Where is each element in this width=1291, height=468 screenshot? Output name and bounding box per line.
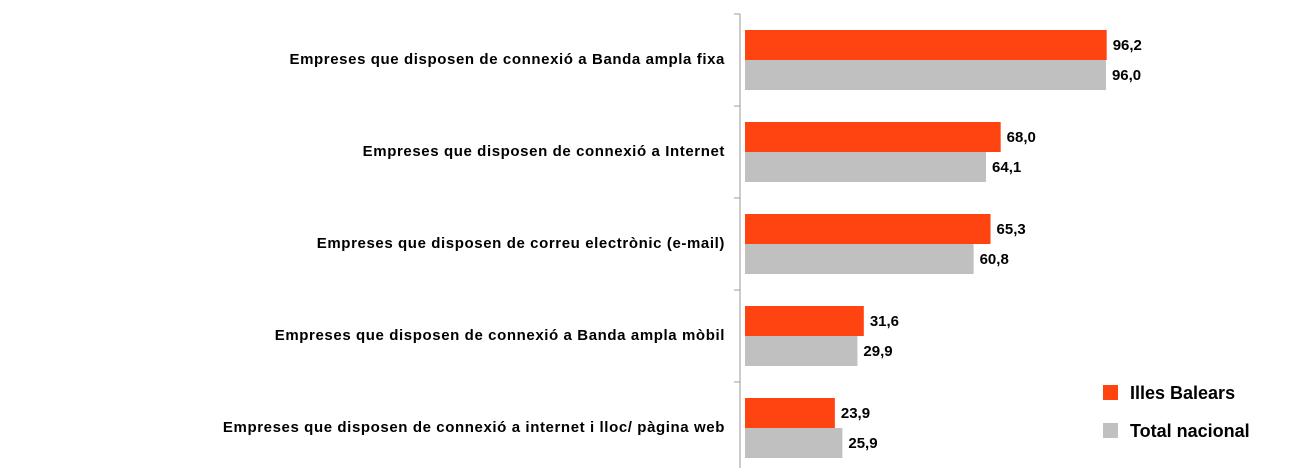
- data-label: 96,2: [1113, 37, 1142, 54]
- legend-label: Illes Balears: [1130, 383, 1235, 403]
- bar: [745, 336, 858, 366]
- category-label: Empreses que disposen de connexió a Inte…: [363, 143, 725, 160]
- bar: [745, 244, 974, 274]
- category-label: Empreses que disposen de connexió a inte…: [223, 419, 725, 436]
- data-label: 68,0: [1007, 129, 1036, 146]
- data-label: 96,0: [1112, 67, 1141, 84]
- legend-label: Total nacional: [1130, 421, 1250, 441]
- data-label: 60,8: [980, 251, 1009, 268]
- bar: [745, 30, 1107, 60]
- data-label: 64,1: [992, 159, 1021, 176]
- data-label: 29,9: [863, 343, 892, 360]
- bar: [745, 398, 835, 428]
- category-label: Empreses que disposen de correu electròn…: [317, 235, 725, 252]
- bar: [745, 152, 987, 182]
- legend-swatch: [1103, 423, 1118, 438]
- bar: [745, 60, 1106, 90]
- data-label: 65,3: [997, 221, 1026, 238]
- bar: [745, 122, 1001, 152]
- category-label: Empreses que disposen de connexió a Band…: [275, 327, 725, 344]
- data-label: 23,9: [841, 405, 870, 422]
- category-label: Empreses que disposen de connexió a Band…: [290, 51, 726, 68]
- bar: [745, 214, 991, 244]
- data-label: 25,9: [848, 435, 877, 452]
- legend-swatch: [1103, 385, 1118, 400]
- data-label: 31,6: [870, 313, 899, 330]
- bar: [745, 428, 843, 458]
- bar: [745, 306, 864, 336]
